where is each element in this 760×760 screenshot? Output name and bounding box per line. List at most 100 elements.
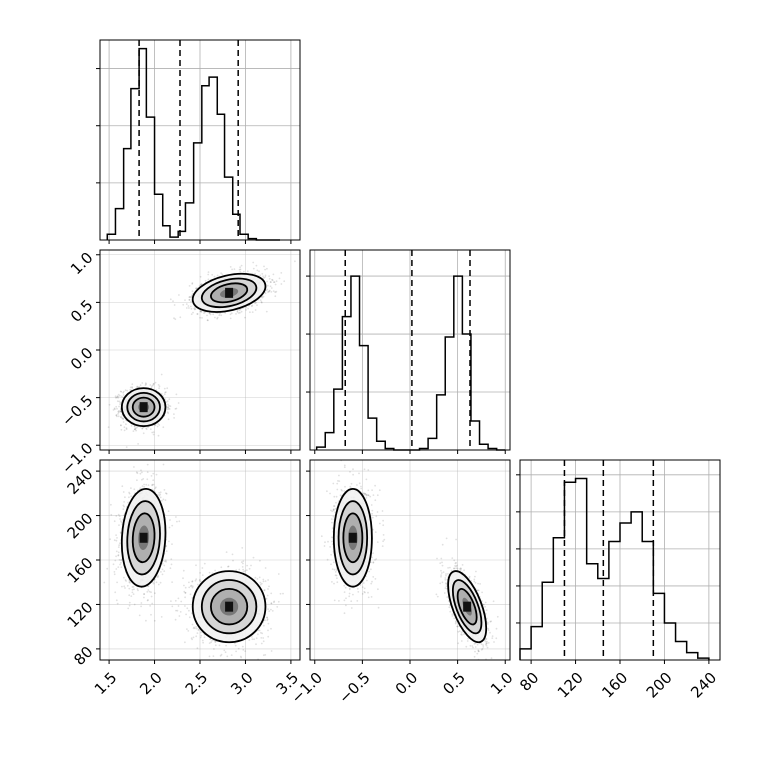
scatter-point [176, 520, 178, 523]
scatter-point [165, 391, 167, 393]
scatter-point [214, 640, 217, 643]
scatter-point [120, 390, 123, 393]
scatter-point [126, 584, 129, 587]
scatter-point [139, 487, 142, 489]
scatter-point [107, 426, 110, 429]
scatter-point [266, 594, 269, 597]
scatter-point [133, 603, 136, 606]
scatter-point [128, 581, 131, 583]
scatter-point [185, 613, 188, 616]
scatter-point [244, 570, 246, 572]
scatter-point [167, 407, 170, 410]
scatter-point [120, 521, 123, 524]
scatter-point [254, 302, 256, 305]
scatter-point [188, 296, 191, 299]
scatter-point [133, 588, 135, 591]
scatter-point [115, 599, 118, 602]
scatter-point [113, 573, 116, 576]
scatter-point [201, 317, 203, 319]
scatter-point [120, 424, 122, 426]
scatter-point [117, 396, 119, 399]
scatter-point [213, 648, 215, 650]
scatter-point [272, 290, 275, 292]
scatter-point [128, 604, 131, 607]
scatter-point [165, 545, 168, 547]
scatter-point [219, 312, 221, 315]
scatter-point [180, 600, 183, 603]
scatter-point [125, 446, 128, 448]
scatter-point [173, 417, 176, 419]
scatter-point [136, 385, 139, 388]
scatter-point [146, 599, 149, 602]
scatter-point [225, 644, 228, 647]
scatter-point [191, 283, 194, 285]
scatter-point [164, 391, 167, 394]
scatter-point [247, 307, 250, 310]
scatter-point [143, 593, 146, 595]
scatter-point [172, 300, 174, 303]
scatter-point [267, 579, 269, 581]
scatter-point [237, 312, 240, 314]
scatter-point [268, 277, 271, 280]
scatter-point [152, 431, 155, 433]
scatter-point [110, 503, 112, 506]
scatter-point [113, 520, 116, 523]
scatter-point [152, 483, 155, 486]
scatter-point [123, 576, 125, 579]
scatter-point [157, 434, 160, 437]
scatter-point [115, 568, 118, 570]
scatter-point [185, 303, 188, 305]
scatter-point [166, 411, 169, 414]
scatter-point [175, 407, 178, 410]
histogram-panel-1 [306, 249, 511, 454]
scatter-point [271, 278, 273, 281]
scatter-point [171, 605, 174, 608]
scatter-point [116, 400, 119, 403]
scatter-point [256, 269, 259, 272]
scatter-point [199, 284, 202, 286]
scatter-point [115, 534, 117, 536]
scatter-point [165, 401, 168, 403]
scatter-point [157, 575, 160, 578]
scatter-point [131, 383, 134, 386]
scatter-point [133, 488, 136, 491]
scatter-point [119, 518, 121, 520]
scatter-point [273, 601, 275, 604]
scatter-point [116, 395, 119, 398]
scatter-point [147, 589, 150, 591]
scatter-point [268, 585, 270, 588]
scatter-point [116, 581, 118, 584]
scatter-point [200, 283, 203, 285]
scatter-point [252, 556, 255, 559]
histogram-panel-0 [96, 39, 301, 244]
scatter-point [191, 638, 194, 641]
scatter-point [224, 312, 227, 314]
scatter-point [192, 585, 194, 588]
scatter-point [163, 564, 166, 567]
scatter-point [175, 609, 177, 612]
scatter-point [121, 585, 123, 588]
scatter-point [155, 486, 157, 489]
scatter-point [251, 311, 254, 313]
scatter-point [145, 619, 147, 622]
scatter-point [147, 585, 150, 588]
panel-frame [99, 249, 301, 451]
scatter-point [188, 307, 190, 309]
scatter-point [155, 581, 158, 584]
scatter-point [142, 432, 145, 435]
scatter-point [268, 275, 270, 277]
scatter-point [186, 628, 188, 630]
scatter-point [268, 290, 271, 292]
scatter-point [214, 641, 217, 643]
scatter-point [230, 312, 233, 315]
scatter-point [192, 636, 195, 639]
scatter-point [230, 654, 233, 656]
scatter-point [120, 566, 123, 569]
scatter-point [185, 307, 188, 309]
scatter-point [163, 393, 166, 396]
scatter-point [201, 567, 204, 569]
scatter-point [208, 312, 211, 314]
scatter-point [156, 576, 159, 578]
scatter-point [157, 423, 160, 425]
scatter-point [137, 386, 139, 389]
